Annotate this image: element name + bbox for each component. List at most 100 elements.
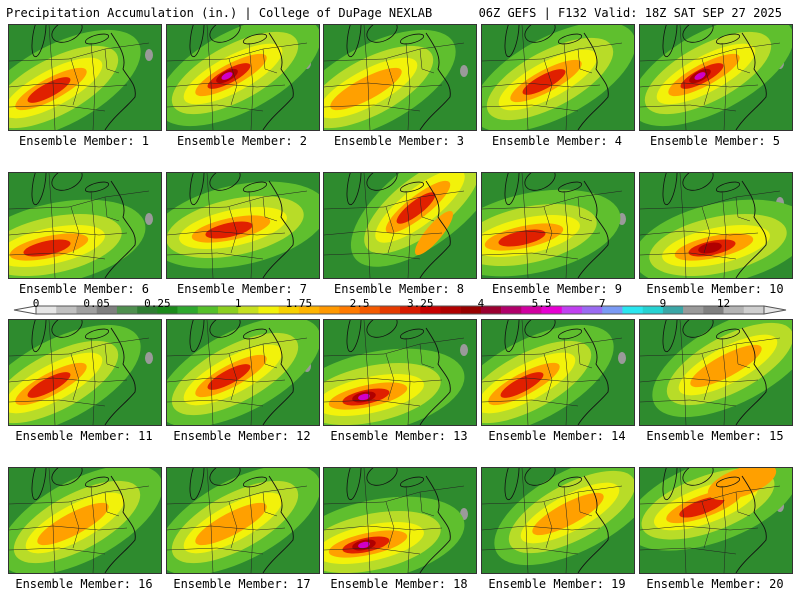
precipitation-map	[167, 320, 319, 425]
state-border	[701, 58, 711, 106]
coastline	[104, 475, 136, 573]
state-border	[482, 82, 601, 88]
coastline	[735, 180, 767, 278]
ensemble-member-label: Ensemble Member: 15	[646, 429, 784, 443]
state-border	[324, 485, 465, 505]
gray-speckle	[460, 344, 468, 356]
colorbar-tick-label: 0.25	[144, 297, 171, 310]
colorbar-tick-label: 0.05	[83, 297, 110, 310]
lake	[504, 320, 520, 353]
state-border	[735, 343, 751, 369]
state-border	[521, 25, 529, 130]
state-border	[324, 399, 421, 407]
ensemble-member-label: Ensemble Member: 3	[333, 134, 465, 148]
colorbar-tick-label: 2.5	[349, 297, 370, 310]
state-border	[363, 468, 371, 573]
state-border	[70, 353, 80, 401]
colorbar-bin	[238, 306, 259, 314]
state-border	[206, 320, 214, 425]
state-border	[9, 42, 150, 62]
coastline	[262, 32, 294, 130]
gray-speckle	[145, 213, 153, 225]
state-border	[9, 104, 106, 112]
lake	[242, 33, 268, 45]
state-border	[640, 525, 759, 531]
lake	[682, 25, 714, 43]
state-border	[48, 468, 56, 573]
state-border	[228, 206, 238, 254]
precip-red	[522, 69, 566, 95]
state-border	[167, 377, 286, 383]
lake	[662, 173, 678, 206]
state-border	[640, 337, 781, 357]
lake	[189, 468, 205, 501]
ensemble-member-map	[323, 319, 477, 426]
state-border	[577, 343, 593, 369]
lake	[504, 173, 520, 206]
colorbar-bin	[319, 306, 340, 314]
colorbar-tick-label: 9	[659, 297, 667, 310]
state-border	[482, 399, 579, 407]
lake	[366, 173, 398, 191]
state-border	[9, 337, 150, 357]
colorbar-bin	[76, 306, 97, 314]
state-border	[9, 485, 150, 505]
colorbar-bin	[197, 306, 219, 314]
state-border	[262, 196, 278, 222]
precipitation-map	[640, 320, 792, 425]
lake	[366, 468, 398, 486]
colorbar-tick-label: 4	[477, 297, 485, 310]
ensemble-member-map	[639, 319, 793, 426]
state-border	[721, 190, 727, 278]
lake	[524, 25, 556, 43]
colorbar-tick-label: 5.5	[531, 297, 552, 310]
colorbar-bin	[218, 306, 239, 314]
state-border	[70, 58, 80, 106]
lake	[31, 320, 47, 353]
state-border	[324, 525, 443, 531]
coastline	[577, 327, 609, 425]
lake	[51, 468, 83, 486]
state-border	[363, 25, 371, 130]
ensemble-member-label: Ensemble Member: 13	[330, 429, 468, 443]
state-border	[167, 252, 264, 260]
coastline	[104, 327, 136, 425]
map-title: Precipitation Accumulation (in.) | Colle…	[6, 6, 433, 20]
colorbar-tick-label: 0	[32, 297, 40, 310]
lake	[242, 181, 268, 193]
lake	[557, 181, 583, 193]
state-border	[363, 320, 371, 425]
precipitation-map	[482, 173, 634, 278]
state-border	[324, 337, 465, 357]
state-border	[324, 42, 465, 62]
lake	[524, 320, 556, 338]
state-border	[640, 230, 759, 236]
precip-magenta-max	[358, 393, 370, 401]
lake	[346, 173, 362, 206]
state-border	[640, 82, 759, 88]
colorbar-over-arrow	[763, 305, 787, 315]
ensemble-member-label: Ensemble Member: 7	[176, 282, 308, 296]
lake	[504, 468, 520, 501]
lake	[682, 468, 714, 486]
state-border	[577, 196, 593, 222]
ensemble-member-map	[481, 467, 635, 574]
state-border	[104, 196, 120, 222]
lake	[346, 468, 362, 501]
state-border	[385, 206, 395, 254]
ensemble-member-map	[323, 24, 477, 131]
state-border	[701, 501, 711, 549]
lake	[366, 25, 398, 43]
colorbar-bin	[298, 306, 320, 314]
colorbar-bin	[602, 306, 623, 314]
state-border	[167, 399, 264, 407]
gray-speckle	[618, 352, 626, 364]
precip-red	[498, 229, 546, 247]
state-border	[563, 337, 569, 425]
state-border	[385, 501, 395, 549]
ensemble-member-map	[481, 172, 635, 279]
colorbar-bin	[703, 306, 724, 314]
state-border	[679, 468, 687, 573]
state-border	[167, 485, 308, 505]
coastline	[419, 327, 451, 425]
